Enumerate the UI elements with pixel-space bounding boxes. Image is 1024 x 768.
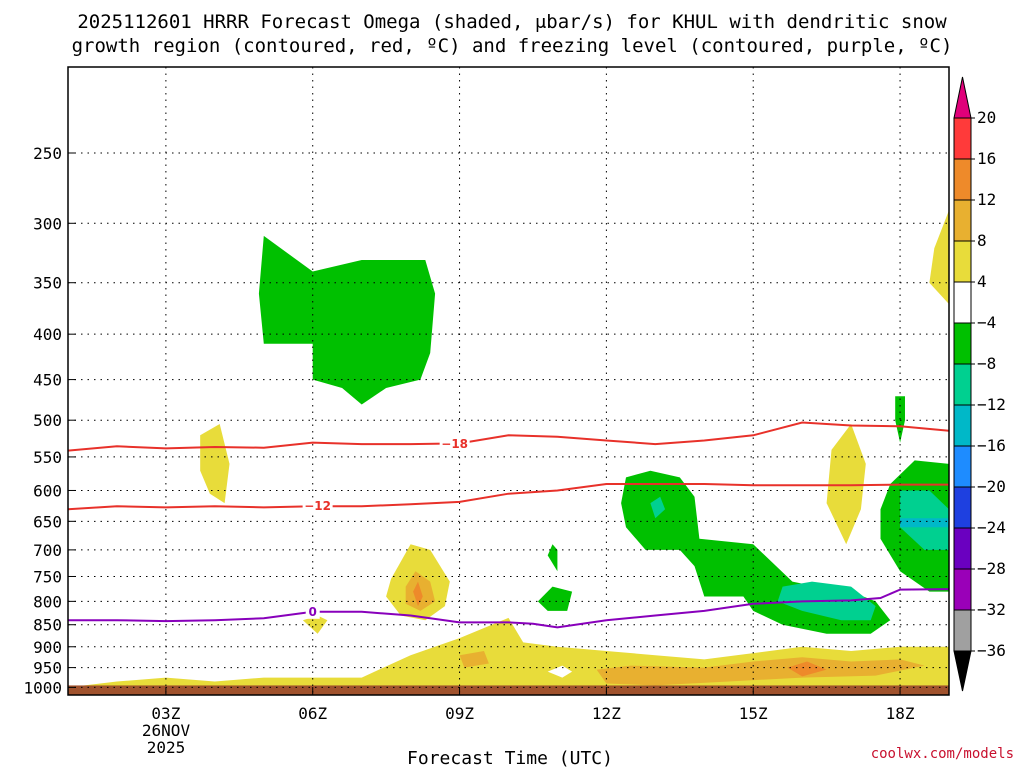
- y-tick-label-350: 350: [33, 274, 62, 293]
- colorbar-box-0: [953, 117, 972, 160]
- omega-region-yellow-3: [826, 424, 866, 545]
- omega-region-green-4: [547, 544, 558, 572]
- contour-label--18: −18: [441, 437, 468, 451]
- omega-region-white-gap-21: [547, 665, 573, 678]
- y-tick-label-550: 550: [33, 448, 62, 467]
- colorbar-label-1: 16: [977, 149, 996, 168]
- colorbar-label-0: 20: [977, 108, 996, 127]
- colorbar-label-10: −24: [977, 518, 1006, 537]
- colorbar-label-4: 4: [977, 272, 987, 291]
- colorbar-box-11: [953, 568, 972, 611]
- y-tick-label-750: 750: [33, 567, 62, 586]
- contour--12: [68, 483, 949, 511]
- colorbar-box-8: [953, 445, 972, 488]
- contour--18: [68, 421, 949, 452]
- x-tick-label-15Z: 15Z: [739, 704, 768, 723]
- colorbar-box-7: [953, 404, 972, 447]
- chart-title-line-1: 2025112601 HRRR Forecast Omega (shaded, …: [77, 11, 947, 33]
- colorbar: 20 16 12 8 4 −4 −8 −12 −16 −20 −24 −28 −32 −36: [953, 76, 1006, 692]
- y-tick-label-950: 950: [33, 659, 62, 678]
- omega-region-teal-12: [650, 496, 666, 519]
- colorbar-box-4: [953, 281, 972, 324]
- x-tick-label-12Z: 12Z: [592, 704, 621, 723]
- contour-0: [68, 588, 949, 629]
- colorbar-box-12: [953, 609, 972, 652]
- omega-region-dark-orange-20: [787, 661, 827, 677]
- x-tick-label-06Z: 06Z: [298, 704, 327, 723]
- chart-title-line-2: growth region (contoured, red, ºC) and f…: [72, 35, 953, 57]
- x-tick-label-18Z: 18Z: [886, 704, 915, 723]
- colorbar-label-8: −16: [977, 436, 1006, 455]
- omega-region-orange-18: [459, 651, 489, 668]
- colorbar-box-2: [953, 199, 972, 242]
- colorbar-box-3: [953, 240, 972, 283]
- omega-region-dark-orange-15: [413, 581, 423, 607]
- plot-frame: [67, 66, 950, 696]
- colorbar-label-13: −36: [977, 641, 1006, 660]
- colorbar-box-5: [953, 322, 972, 365]
- credit-text: coolwx.com/models: [871, 746, 1014, 762]
- colorbar-box-9: [953, 486, 972, 529]
- y-tick-label-400: 400: [33, 325, 62, 344]
- colorbar-box-1: [953, 158, 972, 201]
- grid-lines: [68, 67, 949, 695]
- colorbar-label-5: −4: [977, 313, 996, 332]
- contour-label-bg--12: [302, 499, 333, 514]
- contour-label-bg--18: [439, 437, 470, 452]
- y-tick-label-700: 700: [33, 541, 62, 560]
- omega-shading: [68, 210, 949, 688]
- omega-region-green-5: [537, 586, 573, 611]
- colorbar-label-2: 12: [977, 190, 996, 209]
- contour-label--12: −12: [304, 499, 331, 513]
- x-tick-label-03Z: 03Z: [151, 704, 180, 723]
- x-axis-ticks: 03Z 06Z 09Z 12Z 15Z 18Z: [151, 687, 915, 723]
- plot-area: −18 −12 0: [67, 66, 950, 696]
- omega-region-yellow-1: [200, 424, 230, 504]
- colorbar-top-arrow: [953, 76, 972, 119]
- omega-region-cyan-11: [900, 518, 949, 528]
- contour-lines: −18 −12 0: [68, 421, 949, 629]
- terrain-surface: [68, 685, 949, 695]
- colorbar-label-12: −32: [977, 600, 1006, 619]
- y-tick-label-1000: 1000: [23, 678, 62, 697]
- colorbar-label-7: −12: [977, 395, 1006, 414]
- colorbar-label-9: −20: [977, 477, 1006, 496]
- colorbar-bottom-arrow: [953, 650, 972, 692]
- contour-label-bg-0: [305, 604, 320, 619]
- terrain-fill: [68, 685, 949, 695]
- y-tick-label-600: 600: [33, 481, 62, 500]
- colorbar-label-3: 8: [977, 231, 987, 250]
- y-tick-label-500: 500: [33, 411, 62, 430]
- colorbar-label-11: −28: [977, 559, 1006, 578]
- colorbar-label-6: −8: [977, 354, 996, 373]
- y-tick-label-250: 250: [33, 144, 62, 163]
- y-tick-label-850: 850: [33, 616, 62, 635]
- x-tick-label-09Z: 09Z: [445, 704, 474, 723]
- y-tick-label-650: 650: [33, 512, 62, 531]
- y-axis-ticks: 250 300 350 400 450 500 550 600 650 700 750 800 850 9…: [23, 144, 76, 697]
- y-tick-label-300: 300: [33, 214, 62, 233]
- contour-label-0: 0: [309, 605, 317, 619]
- y-tick-label-900: 900: [33, 638, 62, 657]
- x-date-label-year: 2025: [147, 738, 186, 757]
- colorbar-box-6: [953, 363, 972, 406]
- colorbar-box-10: [953, 527, 972, 570]
- omega-region-orange-19: [596, 657, 925, 686]
- omega-region-green-0: [258, 235, 436, 405]
- x-axis-title: Forecast Time (UTC): [407, 748, 613, 768]
- y-tick-label-800: 800: [33, 592, 62, 611]
- omega-region-yellow-2: [929, 210, 949, 305]
- y-tick-label-450: 450: [33, 371, 62, 390]
- x-date-label-day: 26NOV: [142, 721, 191, 740]
